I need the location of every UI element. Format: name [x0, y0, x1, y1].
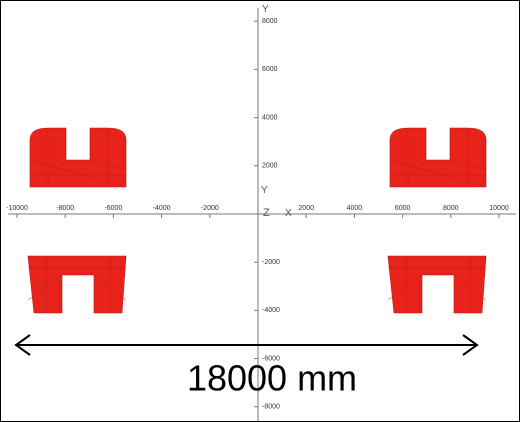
x-tick-label: -8000 [56, 205, 74, 212]
axis-name: X [285, 208, 292, 219]
y-tick-label: 8000 [262, 18, 278, 25]
y-tick-label: -8000 [262, 404, 280, 411]
x-tick-label: -10000 [6, 205, 28, 212]
annotation: 18000 mm [187, 358, 357, 399]
axis-name: Y [262, 4, 269, 15]
x-tick-label: -4000 [153, 205, 171, 212]
axis-name: Z [263, 207, 270, 219]
y-tick-label: 6000 [262, 66, 278, 73]
y-tick-label: -6000 [262, 355, 280, 362]
x-tick-label: 8000 [443, 205, 459, 212]
x-tick-label: -6000 [104, 205, 122, 212]
y-tick-label: -4000 [262, 307, 280, 314]
x-tick-label: 2000 [298, 205, 314, 212]
y-tick-label: 2000 [262, 163, 278, 170]
y-tick-label: -2000 [262, 259, 280, 266]
axis-name: Y [261, 185, 268, 196]
x-tick-label: -2000 [201, 205, 219, 212]
cad-view: 18000 mm Y Y Z X -10000 -8000 -6000 -4000 -2… [0, 0, 520, 422]
x-tick-label: 10000 [489, 205, 509, 212]
y-tick-label: 4000 [262, 114, 278, 121]
x-tick-label: 4000 [347, 205, 363, 212]
x-tick-label: 6000 [395, 205, 411, 212]
